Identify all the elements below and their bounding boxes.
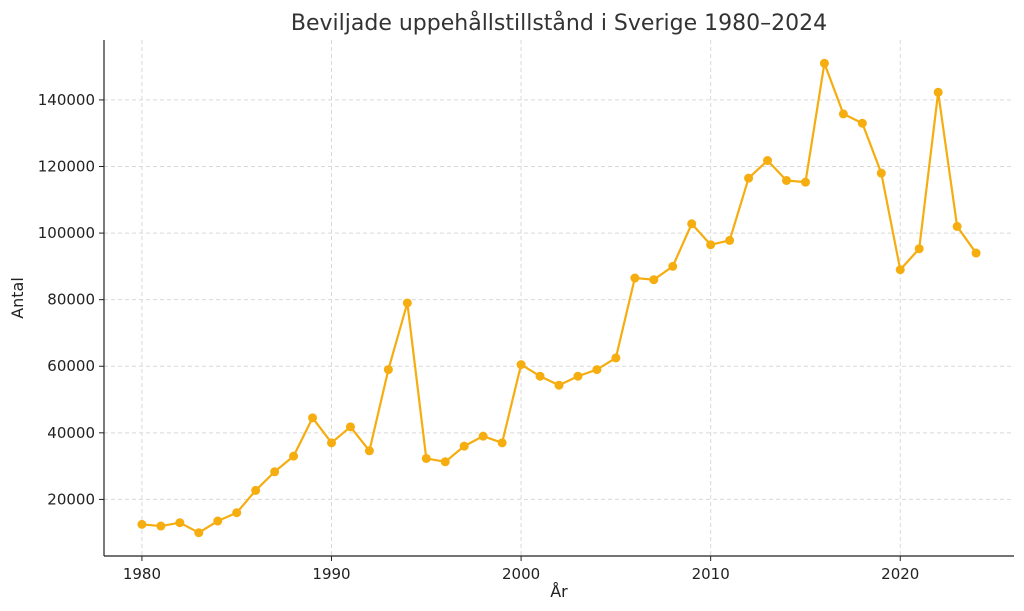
data-point-1990 <box>327 438 336 448</box>
data-point-2002 <box>554 380 564 390</box>
data-point-1992 <box>364 446 374 456</box>
data-point-2007 <box>649 275 659 285</box>
data-point-1980 <box>137 519 147 529</box>
data-point-1998 <box>478 431 488 441</box>
data-point-2012 <box>744 173 754 183</box>
data-point-1996 <box>440 457 450 467</box>
data-point-2011 <box>725 235 735 245</box>
data-point-1991 <box>345 422 355 432</box>
y-tick-label: 60000 <box>47 357 95 375</box>
x-tick-label: 1980 <box>123 565 161 583</box>
data-point-1997 <box>459 441 469 451</box>
data-point-2019 <box>876 168 886 178</box>
data-point-2024 <box>971 248 981 258</box>
y-tick-label: 120000 <box>38 158 95 176</box>
data-point-2010 <box>706 240 716 250</box>
data-point-1987 <box>270 467 280 477</box>
series-line <box>141 62 977 534</box>
data-point-2016 <box>819 58 829 68</box>
data-point-1989 <box>308 413 318 423</box>
x-tick-label: 1990 <box>312 565 350 583</box>
axes <box>103 40 1014 557</box>
data-point-2000 <box>516 360 526 370</box>
data-point-2005 <box>611 353 621 363</box>
data-point-1981 <box>156 521 166 531</box>
data-point-2013 <box>763 156 773 166</box>
y-tick-label: 20000 <box>47 490 95 508</box>
chart-title: Beviljade uppehållstillstånd i Sverige 1… <box>291 10 827 36</box>
data-point-1995 <box>421 453 431 463</box>
y-axis-label: Antal <box>8 277 27 319</box>
tick-labels: 1980 1990 2000 2010 2020 20000 40000 60000 80000… <box>38 91 920 583</box>
data-point-2014 <box>782 175 791 185</box>
data-point-2018 <box>857 118 867 128</box>
data-point-2006 <box>630 273 640 283</box>
x-tick-label: 2020 <box>881 565 919 583</box>
x-tick-label: 2010 <box>692 565 730 583</box>
data-point-2022 <box>933 87 943 97</box>
data-point-2020 <box>895 265 905 275</box>
data-point-2003 <box>573 371 583 381</box>
data-point-2023 <box>952 221 962 231</box>
data-point-1982 <box>175 518 185 528</box>
y-tick-label: 80000 <box>47 291 95 309</box>
data-point-2021 <box>914 244 924 254</box>
data-point-1994 <box>402 298 412 308</box>
series <box>137 58 981 538</box>
x-tick-label: 2000 <box>502 565 540 583</box>
y-tick-label: 40000 <box>47 424 95 442</box>
data-point-2001 <box>535 371 545 381</box>
y-tick-label: 140000 <box>38 91 95 109</box>
y-tick-label: 100000 <box>38 224 95 242</box>
data-point-1993 <box>383 365 393 375</box>
data-point-1984 <box>213 516 223 526</box>
data-point-2008 <box>668 261 678 271</box>
data-point-2009 <box>687 219 697 229</box>
grid <box>104 40 1014 556</box>
data-point-1985 <box>232 508 242 518</box>
data-point-1988 <box>289 451 299 461</box>
data-point-2004 <box>592 365 602 375</box>
data-point-2015 <box>800 177 810 187</box>
x-axis-label: År <box>550 582 568 601</box>
data-point-1999 <box>497 438 507 448</box>
data-point-2017 <box>838 109 848 119</box>
data-point-1983 <box>194 528 204 538</box>
data-point-1986 <box>251 485 261 495</box>
